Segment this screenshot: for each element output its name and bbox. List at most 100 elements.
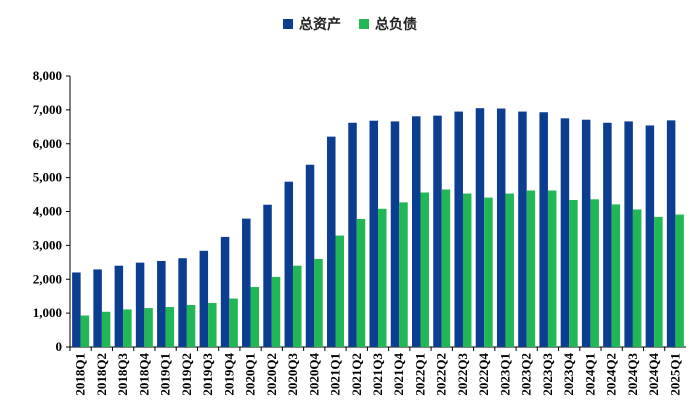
legend-label-series0: 总资产 <box>299 17 341 33</box>
bar-series0-2020Q4 <box>305 164 315 347</box>
y-tick-label: 5,000 <box>33 170 62 185</box>
legend-item-series1: 总负债 <box>359 14 417 34</box>
x-tick-label: 2024Q3 <box>625 353 640 396</box>
bar-series0-2023Q2 <box>518 111 527 347</box>
bar-series0-2023Q4 <box>560 118 570 347</box>
bar-series1-2019Q1 <box>165 307 175 347</box>
x-tick-label: 2020Q4 <box>306 353 321 396</box>
bar-series0-2024Q2 <box>603 122 612 347</box>
bar-series0-2021Q2 <box>348 122 357 347</box>
x-tick-label: 2021Q3 <box>370 353 385 396</box>
bar-series1-2020Q3 <box>293 265 302 347</box>
bar-series1-2021Q4 <box>399 202 408 347</box>
y-tick-label: 8,000 <box>33 68 62 83</box>
x-tick-label: 2024Q2 <box>604 353 619 396</box>
bar-series1-2022Q4 <box>484 197 493 347</box>
x-tick-label: 2024Q1 <box>582 353 597 396</box>
bar-series1-2022Q3 <box>462 193 472 347</box>
bar-series0-2022Q4 <box>475 108 485 348</box>
bar-series1-2021Q3 <box>378 208 387 347</box>
legend-label-series1: 总负债 <box>375 17 417 33</box>
x-tick-label: 2020Q2 <box>264 353 279 396</box>
y-tick-label: 2,000 <box>33 271 62 286</box>
bar-series0-2024Q3 <box>624 121 633 347</box>
x-tick-label: 2024Q4 <box>646 353 661 396</box>
legend-swatch-series0 <box>283 19 293 29</box>
x-tick-label: 2019Q2 <box>179 353 194 396</box>
bar-series0-2018Q3 <box>114 265 124 347</box>
bar-series0-2020Q2 <box>263 204 272 347</box>
bar-series1-2019Q3 <box>208 302 217 347</box>
bar-series1-2023Q4 <box>569 199 578 347</box>
bar-series1-2025Q1 <box>675 214 684 347</box>
x-tick-label: 2023Q3 <box>540 353 555 396</box>
x-tick-label: 2025Q1 <box>667 353 682 396</box>
bar-series1-2021Q2 <box>356 218 366 347</box>
x-tick-label: 2022Q3 <box>455 353 470 396</box>
bar-series0-2021Q4 <box>390 121 400 347</box>
x-tick-label: 2019Q4 <box>221 353 236 396</box>
bar-series0-2020Q1 <box>242 218 251 347</box>
bar-series1-2018Q3 <box>123 309 132 347</box>
bar-series0-2019Q1 <box>157 260 166 347</box>
legend: 总资产 总负债 <box>0 14 700 34</box>
bar-series0-2023Q3 <box>539 112 548 347</box>
bar-series0-2021Q3 <box>369 120 378 347</box>
x-tick-label: 2018Q4 <box>136 353 151 396</box>
bar-series1-2018Q2 <box>101 311 111 347</box>
x-tick-label: 2019Q3 <box>200 353 215 396</box>
bar-series1-2023Q1 <box>505 193 514 347</box>
bar-series1-2018Q4 <box>144 308 153 347</box>
bar-series0-2023Q1 <box>496 108 506 348</box>
bar-series0-2025Q1 <box>666 120 676 347</box>
y-tick-label: 4,000 <box>33 204 62 219</box>
x-tick-label: 2020Q1 <box>243 353 258 396</box>
x-tick-label: 2022Q2 <box>434 353 449 396</box>
bar-series1-2019Q4 <box>229 298 238 347</box>
bar-series1-2024Q3 <box>632 209 642 347</box>
bar-series0-2021Q1 <box>327 136 336 347</box>
bar-series0-2022Q3 <box>454 111 463 347</box>
x-tick-label: 2020Q3 <box>285 353 300 396</box>
x-tick-label: 2022Q4 <box>476 353 491 396</box>
legend-item-series0: 总资产 <box>283 14 341 34</box>
bar-series1-2023Q2 <box>526 190 536 347</box>
bar-series1-2020Q4 <box>314 258 323 347</box>
bar-series0-2024Q4 <box>645 125 655 348</box>
bar-series0-2022Q1 <box>411 116 421 347</box>
bar-series1-2022Q2 <box>441 189 451 347</box>
bar-series1-2023Q3 <box>547 190 557 347</box>
x-tick-label: 2018Q2 <box>94 353 109 396</box>
legend-swatch-series1 <box>359 19 369 29</box>
x-tick-label: 2023Q1 <box>497 353 512 396</box>
bar-series1-2024Q4 <box>654 216 663 347</box>
bar-series0-2018Q4 <box>135 262 145 347</box>
x-tick-label: 2019Q1 <box>158 353 173 396</box>
bar-series0-2019Q4 <box>220 236 230 347</box>
x-tick-label: 2021Q1 <box>328 353 343 396</box>
x-tick-label: 2023Q4 <box>561 353 576 396</box>
y-tick-label: 1,000 <box>33 305 62 320</box>
bar-series1-2019Q2 <box>186 304 196 347</box>
bar-series1-2024Q2 <box>611 204 621 347</box>
bar-series0-2020Q3 <box>284 181 294 347</box>
bar-series0-2019Q3 <box>199 250 209 347</box>
x-tick-label: 2022Q1 <box>412 353 427 396</box>
y-tick-label: 7,000 <box>33 102 62 117</box>
bar-series0-2018Q1 <box>72 272 81 347</box>
bar-series0-2024Q1 <box>581 119 591 347</box>
x-tick-label: 2018Q3 <box>115 353 130 396</box>
bar-series0-2019Q2 <box>178 258 187 347</box>
x-tick-label: 2021Q2 <box>349 353 364 396</box>
bar-series1-2022Q1 <box>420 192 429 347</box>
bar-series1-2020Q2 <box>271 276 281 347</box>
x-tick-label: 2023Q2 <box>519 353 534 396</box>
bar-series1-2024Q1 <box>590 199 599 347</box>
bar-series1-2021Q1 <box>335 235 345 347</box>
bar-series1-2020Q1 <box>250 287 260 347</box>
y-tick-label: 3,000 <box>33 237 62 252</box>
x-tick-label: 2021Q4 <box>391 353 406 396</box>
y-tick-label: 6,000 <box>33 136 62 151</box>
y-tick-label: 0 <box>56 339 63 354</box>
